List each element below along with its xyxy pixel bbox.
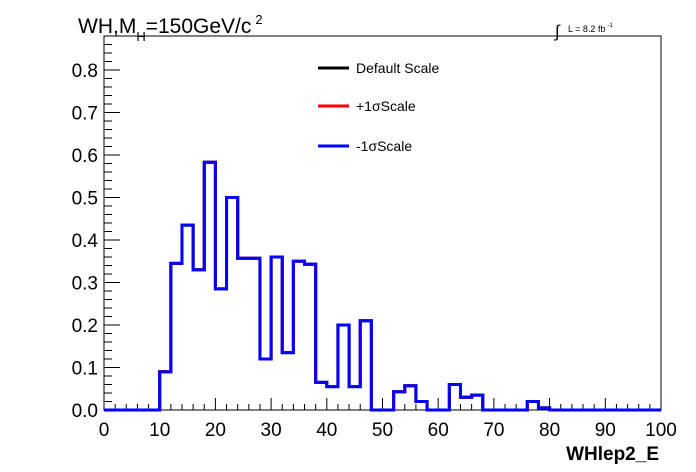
series-line-1 xyxy=(104,160,661,412)
y-tick-label: 0.8 xyxy=(72,61,98,82)
x-tick-label: 90 xyxy=(595,420,616,441)
x-tick-label: 10 xyxy=(149,420,170,441)
x-tick-label: 60 xyxy=(428,420,449,441)
x-tick-label: 20 xyxy=(205,420,226,441)
lumi-label: L = 8.2 fb -1 xyxy=(568,23,613,34)
x-tick-label: 80 xyxy=(539,420,560,441)
y-tick-label: 0.3 xyxy=(72,274,98,295)
y-tick-label: 0.2 xyxy=(72,316,98,337)
legend: Default Scale +1σScale -1σScale xyxy=(318,60,439,154)
axes: 0 10 20 30 40 50 60 70 80 90 100 0.0 0.1 0.2 0.3 0.4 0.5… xyxy=(72,35,677,441)
y-tick-label: 0.5 xyxy=(72,189,98,210)
legend-label: Default Scale xyxy=(356,60,439,76)
y-tick-label: 0.1 xyxy=(72,359,98,380)
y-tick-label: 0.7 xyxy=(72,104,98,125)
x-tick-label: 40 xyxy=(316,420,337,441)
x-tick-label: 0 xyxy=(99,420,110,441)
x-tick-label: 30 xyxy=(261,420,282,441)
series-line-2 xyxy=(104,160,661,412)
y-tick-label: 0.4 xyxy=(72,231,99,252)
legend-label: -1σScale xyxy=(356,138,412,154)
y-tick-label: 0.6 xyxy=(72,146,98,167)
x-tick-label: 70 xyxy=(483,420,504,441)
series-line-3 xyxy=(104,160,661,412)
plot-frame xyxy=(103,35,662,411)
series-layer xyxy=(104,160,661,412)
x-axis-title: WHlep2_E xyxy=(566,444,659,465)
legend-label: +1σScale xyxy=(356,98,416,114)
y-tick-label: 0.0 xyxy=(72,401,98,422)
x-tick-label: 100 xyxy=(645,420,677,441)
chart-title: WH,MH=150GeV/c 2 xyxy=(78,12,263,44)
x-tick-label: 50 xyxy=(372,420,393,441)
lumi-integral-sign: ∫ xyxy=(554,22,561,41)
